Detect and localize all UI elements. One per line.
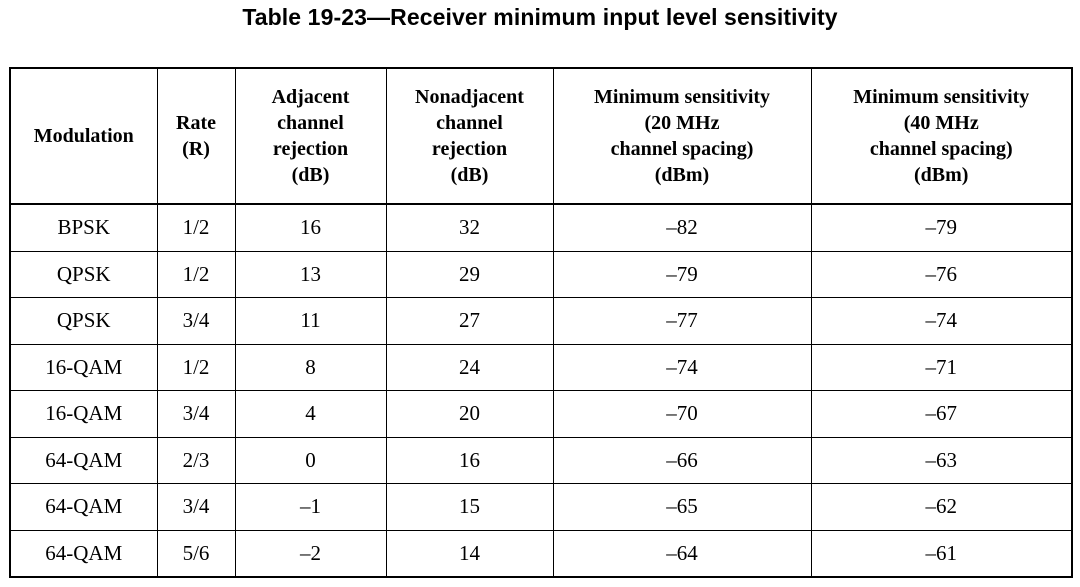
cell-modulation: 64-QAM xyxy=(9,436,158,484)
header-rate: Rate (R) xyxy=(156,67,236,205)
cell-min-sensitivity-20mhz: –82 xyxy=(552,203,812,252)
cell-nonadjacent-rejection: 20 xyxy=(385,390,554,438)
table-row: QPSK 1/2 13 29 –79 –76 xyxy=(9,250,1073,298)
cell-nonadjacent-rejection: 16 xyxy=(385,436,554,484)
cell-min-sensitivity-20mhz: –79 xyxy=(552,250,812,298)
table-row: 16-QAM 3/4 4 20 –70 –67 xyxy=(9,390,1073,438)
cell-rate: 1/2 xyxy=(156,343,236,391)
cell-rate: 5/6 xyxy=(156,529,236,578)
cell-min-sensitivity-40mhz: –61 xyxy=(810,529,1073,578)
header-row: Modulation Rate (R) Adjacent channel rej… xyxy=(9,67,1073,205)
header-min-sensitivity-40mhz: Minimum sensitivity (40 MHz channel spac… xyxy=(810,67,1073,205)
cell-modulation: QPSK xyxy=(9,297,158,345)
cell-modulation: 16-QAM xyxy=(9,343,158,391)
cell-rate: 1/2 xyxy=(156,203,236,252)
cell-min-sensitivity-40mhz: –79 xyxy=(810,203,1073,252)
cell-min-sensitivity-20mhz: –74 xyxy=(552,343,812,391)
sensitivity-table: Modulation Rate (R) Adjacent channel rej… xyxy=(9,67,1073,578)
cell-rate: 3/4 xyxy=(156,483,236,531)
header-nonadjacent-rejection: Nonadjacent channel rejection (dB) xyxy=(385,67,554,205)
cell-adjacent-rejection: 8 xyxy=(234,343,387,391)
table-row: BPSK 1/2 16 32 –82 –79 xyxy=(9,203,1073,252)
cell-adjacent-rejection: 13 xyxy=(234,250,387,298)
header-adjacent-rejection: Adjacent channel rejection (dB) xyxy=(234,67,387,205)
table-row: 64-QAM 3/4 –1 15 –65 –62 xyxy=(9,483,1073,531)
table-header: Modulation Rate (R) Adjacent channel rej… xyxy=(9,67,1073,205)
cell-modulation: BPSK xyxy=(9,203,158,252)
cell-adjacent-rejection: –2 xyxy=(234,529,387,578)
cell-nonadjacent-rejection: 15 xyxy=(385,483,554,531)
cell-adjacent-rejection: 11 xyxy=(234,297,387,345)
cell-adjacent-rejection: 4 xyxy=(234,390,387,438)
cell-rate: 3/4 xyxy=(156,297,236,345)
table-row: 16-QAM 1/2 8 24 –74 –71 xyxy=(9,343,1073,391)
cell-nonadjacent-rejection: 24 xyxy=(385,343,554,391)
cell-nonadjacent-rejection: 14 xyxy=(385,529,554,578)
header-min-sensitivity-20mhz: Minimum sensitivity (20 MHz channel spac… xyxy=(552,67,812,205)
table-row: QPSK 3/4 11 27 –77 –74 xyxy=(9,297,1073,345)
header-modulation: Modulation xyxy=(9,67,158,205)
cell-nonadjacent-rejection: 32 xyxy=(385,203,554,252)
cell-modulation: 64-QAM xyxy=(9,529,158,578)
cell-rate: 2/3 xyxy=(156,436,236,484)
cell-min-sensitivity-20mhz: –66 xyxy=(552,436,812,484)
cell-min-sensitivity-40mhz: –63 xyxy=(810,436,1073,484)
cell-min-sensitivity-40mhz: –62 xyxy=(810,483,1073,531)
cell-adjacent-rejection: –1 xyxy=(234,483,387,531)
cell-modulation: 64-QAM xyxy=(9,483,158,531)
cell-nonadjacent-rejection: 29 xyxy=(385,250,554,298)
cell-adjacent-rejection: 0 xyxy=(234,436,387,484)
table-caption: Table 19-23—Receiver minimum input level… xyxy=(242,4,838,30)
table-row: 64-QAM 5/6 –2 14 –64 –61 xyxy=(9,529,1073,578)
cell-min-sensitivity-20mhz: –65 xyxy=(552,483,812,531)
table-row: 64-QAM 2/3 0 16 –66 –63 xyxy=(9,436,1073,484)
cell-min-sensitivity-40mhz: –74 xyxy=(810,297,1073,345)
cell-min-sensitivity-20mhz: –64 xyxy=(552,529,812,578)
cell-min-sensitivity-20mhz: –77 xyxy=(552,297,812,345)
cell-min-sensitivity-40mhz: –67 xyxy=(810,390,1073,438)
cell-min-sensitivity-40mhz: –76 xyxy=(810,250,1073,298)
table-body: BPSK 1/2 16 32 –82 –79 QPSK 1/2 13 29 –7… xyxy=(9,203,1073,578)
cell-nonadjacent-rejection: 27 xyxy=(385,297,554,345)
cell-min-sensitivity-40mhz: –71 xyxy=(810,343,1073,391)
cell-modulation: QPSK xyxy=(9,250,158,298)
cell-modulation: 16-QAM xyxy=(9,390,158,438)
cell-rate: 1/2 xyxy=(156,250,236,298)
cell-adjacent-rejection: 16 xyxy=(234,203,387,252)
cell-rate: 3/4 xyxy=(156,390,236,438)
cell-min-sensitivity-20mhz: –70 xyxy=(552,390,812,438)
